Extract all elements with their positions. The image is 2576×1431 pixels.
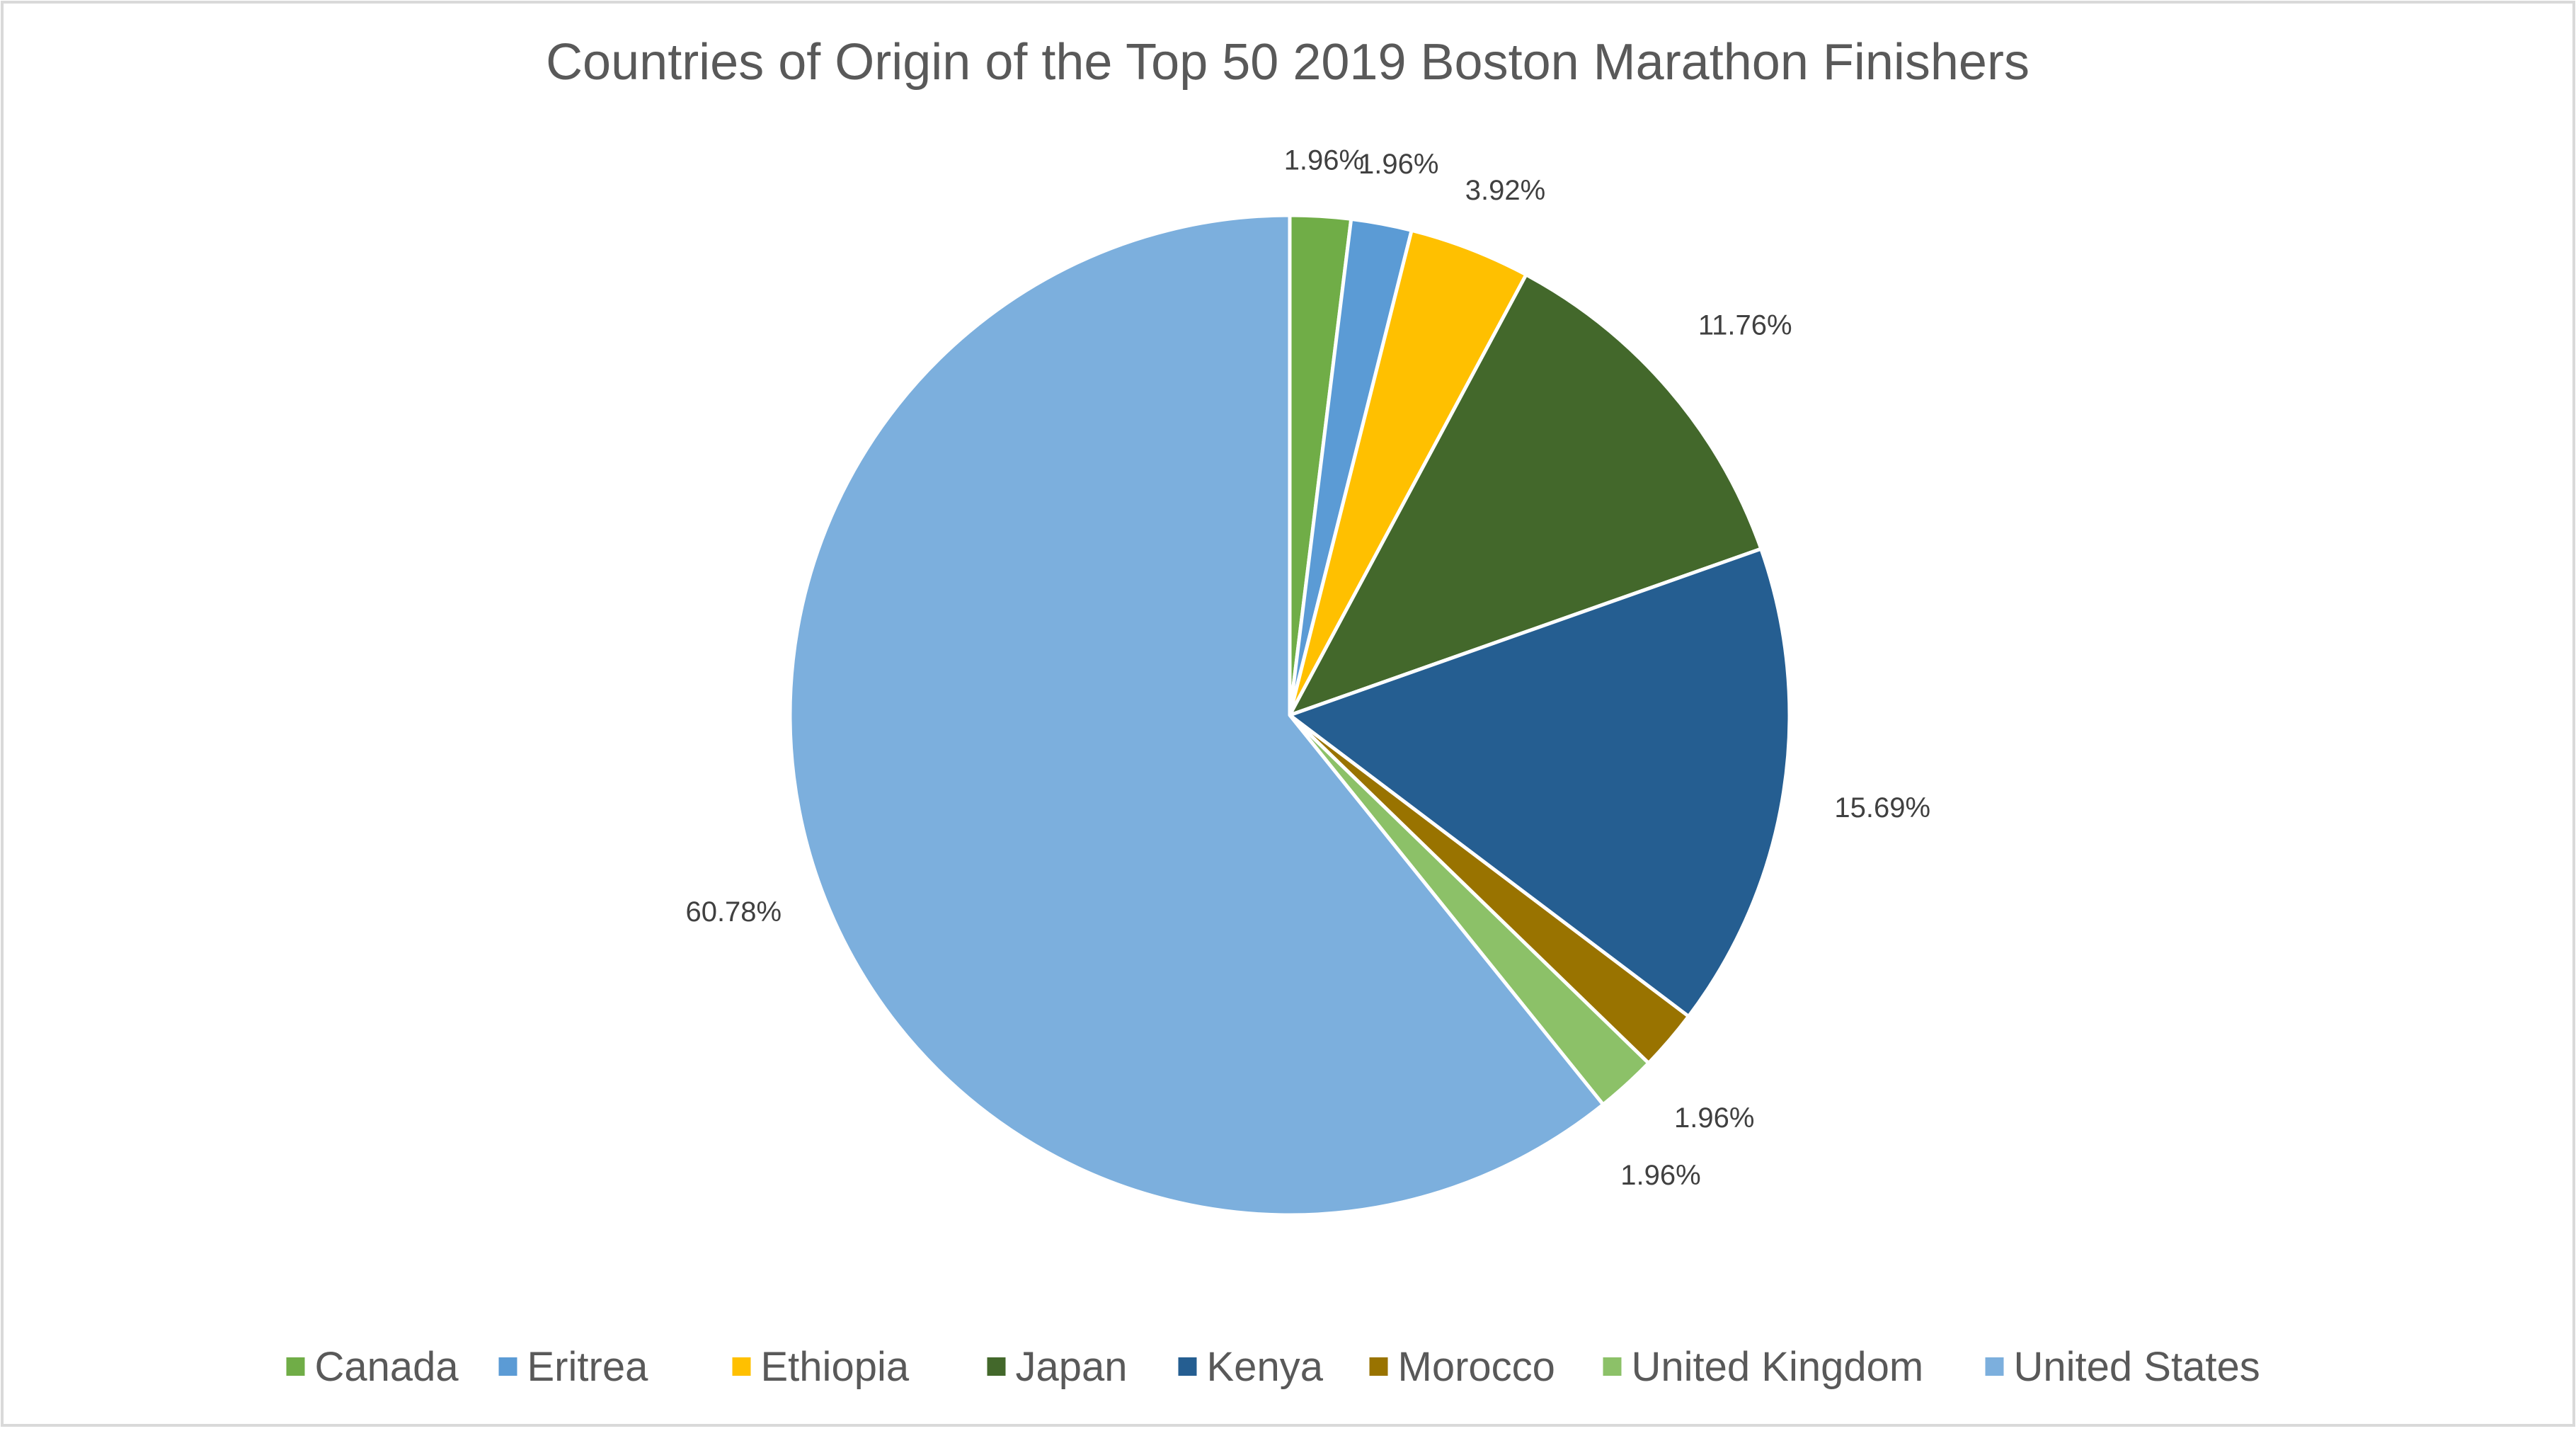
legend-swatch-japan <box>987 1357 1006 1376</box>
legend-item-morocco: Morocco <box>1369 1344 1555 1390</box>
legend-swatch-eritrea <box>498 1357 517 1376</box>
data-label-united-kingdom: 1.96% <box>1620 1160 1700 1191</box>
data-labels: 1.96%1.96%3.92%11.76%15.69%1.96%1.96%60.… <box>685 145 1930 1191</box>
legend-swatch-ethiopia <box>732 1357 751 1376</box>
legend-item-kenya: Kenya <box>1178 1344 1324 1390</box>
legend-swatch-united-kingdom <box>1603 1357 1622 1376</box>
data-label-eritrea: 1.96% <box>1358 149 1438 180</box>
legend-swatch-canada <box>286 1357 305 1376</box>
pie-slice-japan <box>1288 273 1763 717</box>
legend-label-ethiopia: Ethiopia <box>761 1344 910 1390</box>
data-label-canada: 1.96% <box>1284 145 1364 176</box>
legend: Canada Eritrea Ethiopia Japan Kenya Morocco Un… <box>286 1344 2260 1390</box>
data-label-ethiopia: 3.92% <box>1465 175 1545 206</box>
legend-item-eritrea: Eritrea <box>498 1344 649 1390</box>
legend-swatch-morocco <box>1369 1357 1388 1376</box>
chart-title: Countries of Origin of the Top 50 2019 B… <box>546 34 2030 91</box>
legend-label-morocco: Morocco <box>1398 1344 1555 1390</box>
data-label-morocco: 1.96% <box>1674 1102 1754 1134</box>
legend-label-eritrea: Eritrea <box>527 1344 649 1390</box>
data-label-united-states: 60.78% <box>685 896 782 928</box>
legend-item-united-kingdom: United Kingdom <box>1603 1344 1924 1390</box>
legend-item-japan: Japan <box>987 1344 1128 1390</box>
pie-slice-kenya <box>1288 547 1792 1018</box>
legend-label-japan: Japan <box>1016 1344 1128 1390</box>
data-label-kenya: 15.69% <box>1834 792 1930 823</box>
legend-swatch-kenya <box>1178 1357 1197 1376</box>
legend-label-canada: Canada <box>315 1344 459 1390</box>
legend-item-canada: Canada <box>286 1344 459 1390</box>
legend-label-united-kingdom: United Kingdom <box>1632 1344 1924 1390</box>
legend-label-united-states: United States <box>2014 1344 2260 1390</box>
legend-item-ethiopia: Ethiopia <box>732 1344 910 1390</box>
data-label-japan: 11.76% <box>1698 310 1792 341</box>
legend-label-kenya: Kenya <box>1207 1344 1324 1390</box>
pie-slice-united-states <box>788 213 1605 1217</box>
legend-swatch-united-states <box>1985 1357 2004 1376</box>
legend-item-united-states: United States <box>1985 1344 2260 1390</box>
pie-slices <box>788 213 1792 1217</box>
